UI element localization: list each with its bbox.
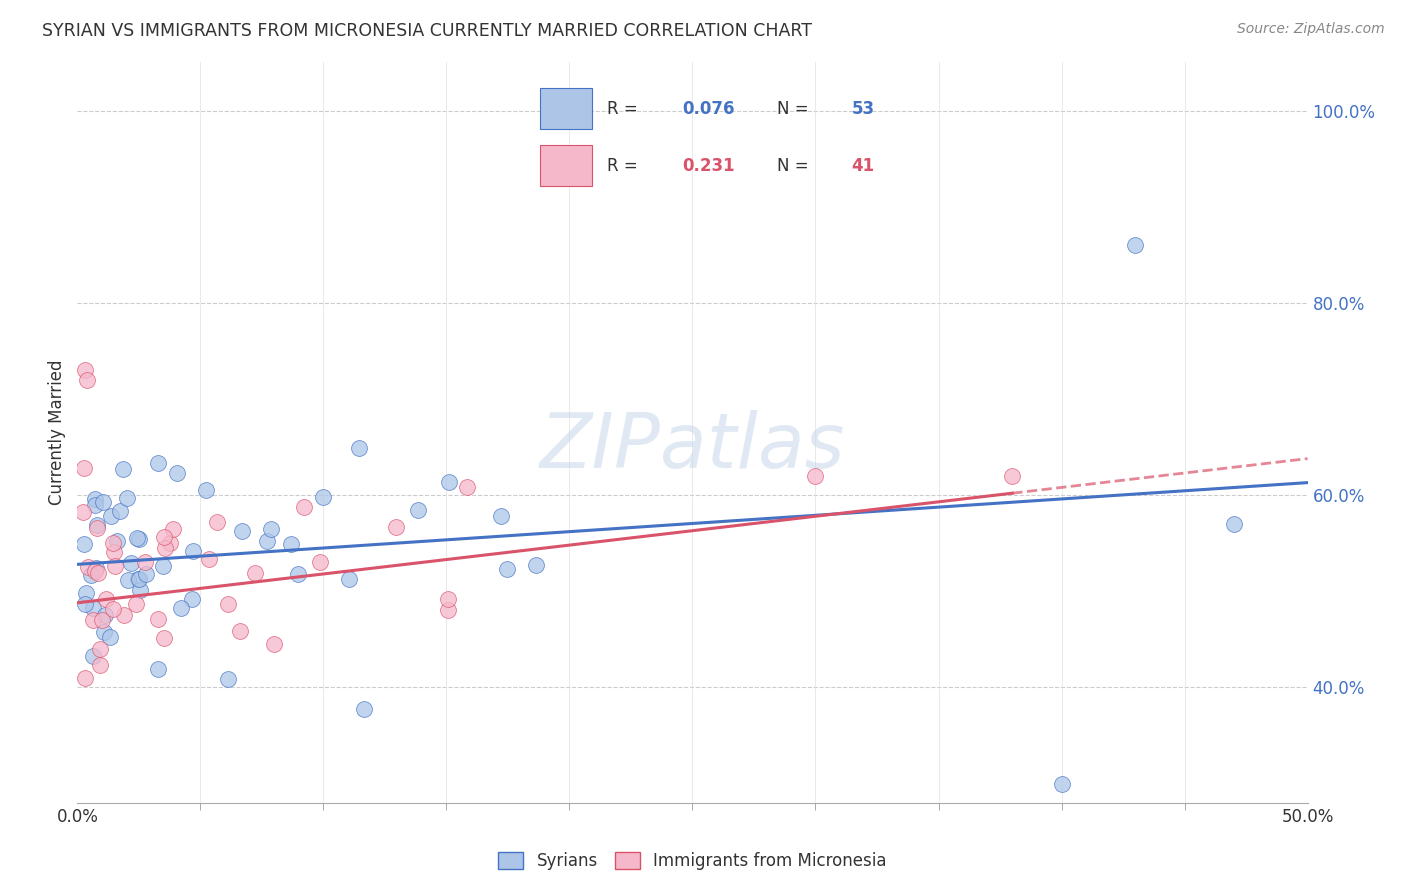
Point [353,702,375,716]
Point [104,558,127,573]
Point [89,657,111,672]
Point [73,671,96,685]
Point [349,441,371,455]
Point [148,456,170,470]
Point [96,591,118,606]
Point [292,500,315,515]
Point [89,641,111,656]
Point [489,508,512,523]
Point [93,494,115,508]
Point [128,572,150,586]
Point [76,373,98,387]
Point [162,522,184,536]
Point [217,672,239,686]
Point [456,480,478,494]
Point [337,572,360,586]
Point [103,545,125,559]
Point [134,555,156,569]
Point [217,597,239,611]
Point [86,521,108,535]
Point [73,363,96,377]
Point [93,624,115,639]
Point [198,552,221,566]
Point [181,592,204,607]
Point [159,536,181,550]
Point [101,536,124,550]
Point [170,601,193,615]
Point [120,556,142,570]
Point [439,475,461,490]
Point [263,637,285,651]
Point [127,531,149,545]
Point [84,564,107,578]
Point [166,466,188,480]
Point [280,537,302,551]
Point [128,532,150,546]
Point [496,562,519,576]
Point [153,632,176,646]
Point [82,601,104,615]
Text: SYRIAN VS IMMIGRANTS FROM MICRONESIA CURRENTLY MARRIED CORRELATION CHART: SYRIAN VS IMMIGRANTS FROM MICRONESIA CUR… [42,22,813,40]
Point [152,558,174,573]
Point [87,566,110,580]
Point [229,624,252,638]
Point [437,592,460,607]
Point [309,555,332,569]
Point [86,517,108,532]
Point [73,460,96,475]
Point [153,530,176,544]
Point [1125,238,1147,252]
Point [1001,469,1024,483]
Point [231,524,253,538]
Point [205,515,228,529]
Point [108,504,131,518]
Text: ZIPatlas: ZIPatlas [540,410,845,484]
Point [146,662,169,676]
Point [1223,516,1246,531]
Point [437,603,460,617]
Y-axis label: Currently Married: Currently Married [48,359,66,506]
Point [112,607,135,622]
Legend: Syrians, Immigrants from Micronesia: Syrians, Immigrants from Micronesia [492,846,893,877]
Point [524,558,547,573]
Point [135,566,157,581]
Point [72,537,94,551]
Point [260,522,283,536]
Point [83,498,105,512]
Point [112,462,135,476]
Point [125,598,148,612]
Text: Source: ZipAtlas.com: Source: ZipAtlas.com [1237,22,1385,37]
Point [804,469,827,483]
Point [72,505,94,519]
Point [287,566,309,581]
Point [243,566,266,580]
Point [127,572,149,586]
Point [82,613,104,627]
Point [103,602,125,616]
Point [75,585,97,599]
Point [100,508,122,523]
Point [77,560,100,574]
Point [93,607,115,622]
Point [312,490,335,504]
Point [117,574,139,588]
Point [181,544,204,558]
Point [146,612,169,626]
Point [194,483,217,497]
Point [83,491,105,506]
Point [84,560,107,574]
Point [129,583,152,598]
Point [1050,776,1073,790]
Point [384,519,406,533]
Point [91,614,114,628]
Point [406,502,429,516]
Point [105,534,128,549]
Point [98,630,121,644]
Point [75,597,97,611]
Point [80,568,103,582]
Point [153,541,176,555]
Point [82,648,104,663]
Point [256,534,278,549]
Point [115,491,138,506]
